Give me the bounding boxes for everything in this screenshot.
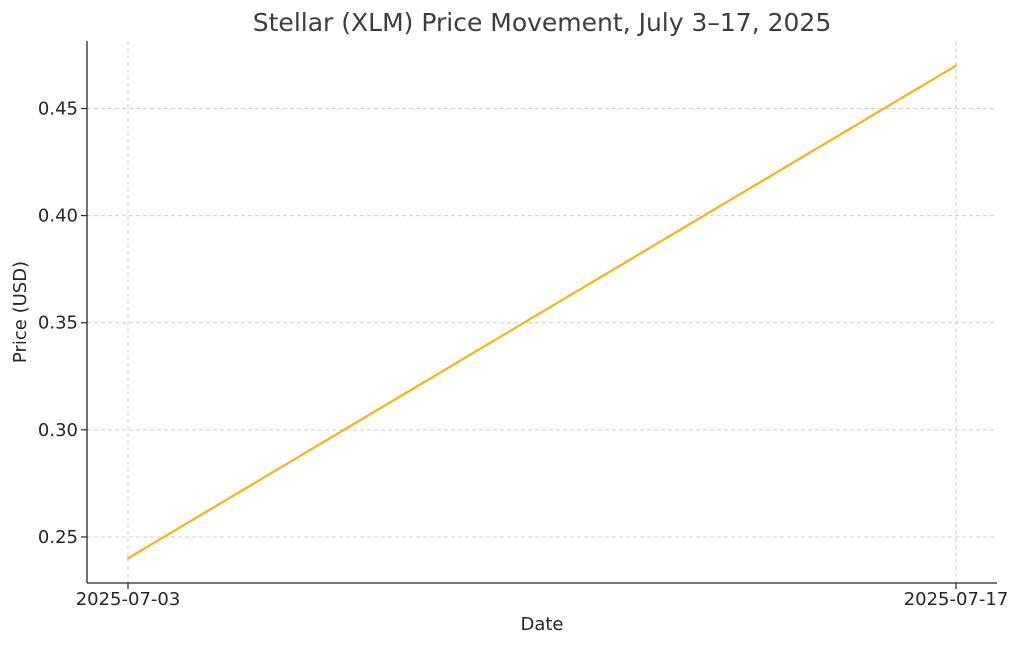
y-tick-label: 0.35: [38, 313, 78, 334]
price-series-line: [126, 64, 958, 560]
x-tick-label: 2025-07-03: [76, 589, 181, 610]
y-tick-label: 0.30: [38, 420, 78, 441]
grid: [87, 41, 997, 583]
price-data-point: [954, 64, 958, 67]
x-axis-label: Date: [520, 614, 563, 635]
y-tick-label: 0.45: [38, 98, 78, 119]
x-tick-label: 2025-07-17: [904, 589, 1009, 610]
y-tick-label: 0.25: [38, 527, 78, 548]
price-data-point: [126, 557, 130, 560]
ticks: 0.25 0.30 0.35 0.40 0.45 2025-07-03 2025-07-17: [38, 98, 1008, 610]
y-tick-label: 0.40: [38, 206, 78, 227]
series-layer: [126, 64, 958, 560]
chart-title: Stellar (XLM) Price Movement, July 3–17,…: [253, 8, 831, 37]
y-axis-label: Price (USD): [10, 261, 31, 363]
